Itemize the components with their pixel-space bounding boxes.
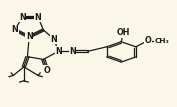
- Text: N: N: [55, 47, 62, 56]
- Text: N: N: [12, 25, 18, 34]
- Text: O: O: [144, 36, 151, 45]
- Text: N: N: [51, 35, 57, 44]
- Text: O: O: [44, 66, 50, 75]
- Text: N: N: [19, 13, 25, 22]
- Text: OH: OH: [116, 28, 130, 37]
- Text: N: N: [35, 13, 41, 22]
- Text: N: N: [69, 47, 76, 56]
- Text: CH₃: CH₃: [155, 38, 169, 44]
- Text: N: N: [26, 32, 33, 41]
